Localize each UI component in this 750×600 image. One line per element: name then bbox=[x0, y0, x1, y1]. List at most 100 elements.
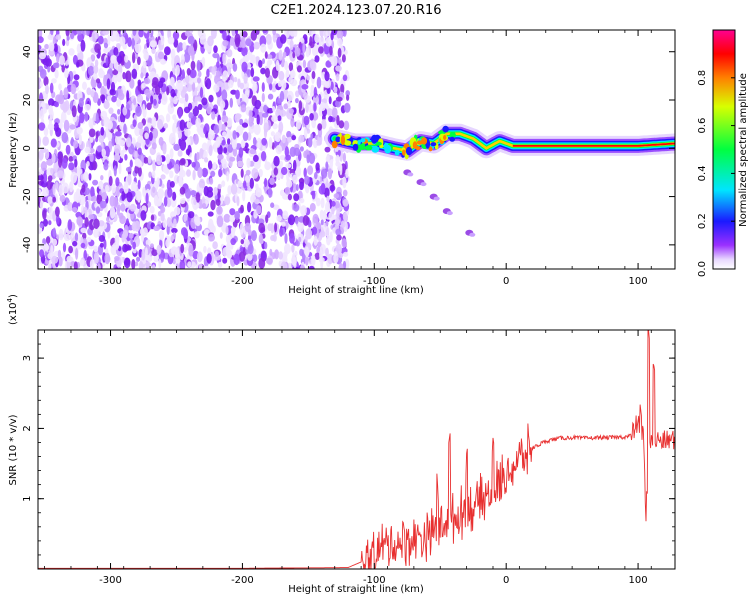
noise-blob bbox=[48, 98, 55, 107]
noise-blob bbox=[240, 204, 244, 213]
noise-blob bbox=[208, 233, 215, 242]
noise-blob bbox=[213, 186, 218, 196]
noise-blob bbox=[249, 177, 254, 189]
noise-blob bbox=[62, 38, 66, 47]
noise-blob bbox=[201, 203, 207, 209]
noise-blob bbox=[266, 257, 273, 265]
noise-blob bbox=[318, 46, 324, 54]
noise-blob bbox=[243, 180, 247, 189]
noise-blob bbox=[307, 165, 314, 176]
noise-blob bbox=[121, 233, 126, 243]
noise-blob bbox=[265, 67, 270, 78]
noise-blob bbox=[141, 82, 146, 89]
noise-blob bbox=[208, 144, 213, 157]
noise-blob bbox=[178, 138, 182, 147]
noise-blob bbox=[325, 247, 329, 257]
noise-blob bbox=[68, 162, 75, 171]
noise-blob bbox=[239, 82, 244, 90]
noise-blob bbox=[175, 64, 181, 77]
noise-blob bbox=[206, 68, 210, 78]
noise-blob bbox=[48, 50, 55, 56]
noise-blob bbox=[303, 91, 308, 100]
noise-blob bbox=[250, 230, 257, 242]
noise-blob bbox=[148, 171, 152, 178]
x-tick-label: -300 bbox=[99, 575, 122, 586]
noise-blob bbox=[279, 227, 284, 237]
noise-blob bbox=[76, 61, 80, 67]
noise-blob bbox=[156, 244, 162, 255]
noise-blob bbox=[73, 74, 80, 81]
noise-blob bbox=[342, 176, 347, 189]
noise-blob bbox=[61, 182, 69, 194]
noise-blob bbox=[103, 162, 109, 171]
noise-blob bbox=[113, 153, 121, 162]
noise-blob bbox=[292, 256, 297, 263]
snr-x-label: Height of straight line (km) bbox=[288, 584, 424, 595]
noise-blob bbox=[207, 35, 214, 47]
noise-blob bbox=[153, 254, 159, 263]
noise-blob bbox=[144, 132, 149, 140]
noise-blob bbox=[95, 206, 101, 214]
branch-blob bbox=[469, 232, 476, 237]
noise-blob bbox=[111, 183, 116, 194]
noise-blob bbox=[64, 68, 69, 79]
noise-blob bbox=[225, 234, 232, 244]
noise-blob bbox=[116, 206, 121, 216]
noise-blob bbox=[261, 82, 265, 93]
noise-blob bbox=[336, 234, 342, 241]
noise-blob bbox=[116, 98, 122, 107]
noise-blob bbox=[310, 133, 314, 140]
noise-blob bbox=[140, 210, 147, 221]
noise-blob bbox=[304, 254, 309, 266]
noise-blob bbox=[97, 145, 102, 153]
noise-blob bbox=[267, 93, 274, 100]
noise-blob bbox=[217, 154, 224, 160]
noise-blob bbox=[115, 90, 119, 99]
noise-blob bbox=[245, 169, 251, 176]
noise-blob bbox=[90, 121, 94, 131]
noise-blob bbox=[320, 197, 325, 209]
noise-blob bbox=[294, 216, 299, 225]
noise-blob bbox=[216, 61, 220, 68]
noise-blob bbox=[93, 65, 99, 74]
x-tick-label: -200 bbox=[231, 276, 254, 287]
noise-blob bbox=[342, 152, 346, 163]
noise-blob bbox=[215, 136, 221, 148]
colorbar: 0.0 0.2 0.4 0.6 0.8 Normalized spectral ampl… bbox=[697, 29, 749, 277]
noise-blob bbox=[102, 30, 110, 36]
noise-blob bbox=[74, 232, 79, 242]
noise-blob bbox=[153, 194, 159, 207]
noise-blob bbox=[181, 227, 188, 237]
noise-blob bbox=[173, 218, 177, 228]
noise-blob bbox=[222, 70, 229, 81]
noise-blob bbox=[125, 166, 132, 172]
noise-blob bbox=[327, 201, 331, 212]
noise-blob bbox=[182, 41, 187, 51]
noise-blob bbox=[305, 228, 313, 240]
noise-blob bbox=[317, 241, 322, 248]
noise-blob bbox=[44, 243, 50, 251]
noise-blob bbox=[99, 200, 107, 209]
noise-blob bbox=[118, 212, 124, 220]
noise-blob bbox=[292, 159, 297, 172]
noise-blob bbox=[103, 47, 110, 54]
noise-blob bbox=[47, 196, 53, 204]
noise-blob bbox=[262, 58, 265, 65]
noise-blob bbox=[135, 105, 142, 117]
noise-blob bbox=[206, 106, 212, 115]
noise-blob bbox=[124, 181, 129, 188]
noise-blob bbox=[274, 131, 282, 143]
noise-blob bbox=[153, 98, 157, 106]
noise-blob bbox=[63, 87, 69, 99]
noise-blob bbox=[137, 166, 142, 177]
noise-blob bbox=[303, 37, 308, 44]
noise-blob bbox=[297, 220, 305, 233]
noise-blob bbox=[83, 249, 87, 261]
noise-blob bbox=[216, 215, 224, 228]
noise-blob bbox=[45, 149, 50, 160]
noise-blob bbox=[264, 241, 268, 250]
noise-blob bbox=[274, 249, 280, 260]
noise-blob bbox=[242, 131, 249, 142]
noise-blob bbox=[194, 96, 198, 108]
signal-blob bbox=[343, 140, 352, 146]
